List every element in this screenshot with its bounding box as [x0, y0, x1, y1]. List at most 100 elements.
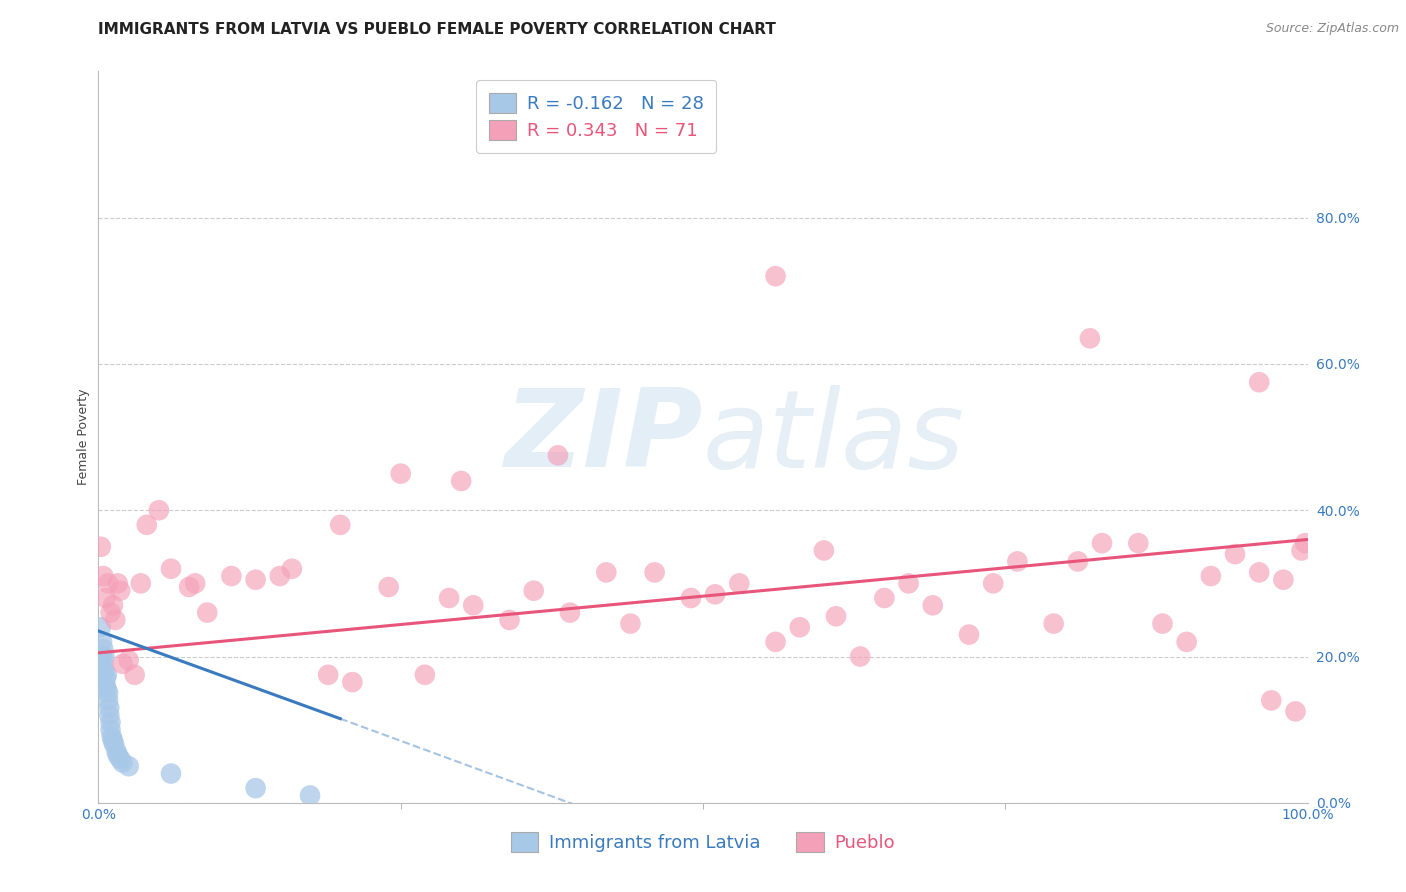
Point — [849, 649, 872, 664]
Point — [463, 599, 485, 613]
Point — [111, 756, 134, 770]
Point — [94, 679, 117, 693]
Point — [1152, 616, 1174, 631]
Point — [179, 580, 201, 594]
Point — [619, 616, 641, 631]
Point — [160, 766, 183, 780]
Point — [91, 657, 114, 671]
Point — [981, 576, 1004, 591]
Point — [1291, 543, 1313, 558]
Point — [91, 642, 114, 657]
Point — [1284, 705, 1306, 719]
Point — [1249, 376, 1271, 390]
Text: atlas: atlas — [703, 384, 965, 490]
Point — [221, 569, 243, 583]
Point — [1078, 331, 1101, 345]
Point — [111, 657, 134, 671]
Point — [1128, 536, 1150, 550]
Point — [873, 591, 896, 605]
Text: IMMIGRANTS FROM LATVIA VS PUEBLO FEMALE POVERTY CORRELATION CHART: IMMIGRANTS FROM LATVIA VS PUEBLO FEMALE … — [98, 22, 776, 37]
Point — [1223, 547, 1246, 561]
Point — [765, 635, 787, 649]
Point — [93, 649, 115, 664]
Point — [107, 576, 129, 591]
Point — [103, 737, 125, 751]
Point — [100, 606, 122, 620]
Point — [1007, 554, 1029, 568]
Point — [101, 599, 124, 613]
Point — [789, 620, 811, 634]
Point — [679, 591, 702, 605]
Point — [129, 576, 152, 591]
Point — [547, 448, 569, 462]
Point — [1091, 536, 1114, 550]
Point — [97, 693, 120, 707]
Point — [1260, 693, 1282, 707]
Point — [98, 708, 121, 723]
Point — [195, 606, 218, 620]
Point — [184, 576, 207, 591]
Point — [413, 667, 436, 681]
Point — [124, 667, 146, 681]
Point — [765, 269, 787, 284]
Point — [100, 715, 122, 730]
Point — [148, 503, 170, 517]
Point — [825, 609, 848, 624]
Point — [342, 675, 364, 690]
Point — [91, 569, 114, 583]
Point — [93, 664, 115, 678]
Point — [135, 517, 157, 532]
Point — [100, 723, 122, 737]
Point — [558, 606, 581, 620]
Point — [1249, 566, 1271, 580]
Point — [957, 627, 980, 641]
Point — [105, 745, 128, 759]
Point — [728, 576, 751, 591]
Point — [389, 467, 412, 481]
Legend: Immigrants from Latvia, Pueblo: Immigrants from Latvia, Pueblo — [503, 825, 903, 860]
Point — [108, 583, 131, 598]
Point — [245, 781, 267, 796]
Point — [100, 730, 122, 744]
Point — [1067, 554, 1090, 568]
Point — [90, 620, 112, 634]
Point — [91, 635, 114, 649]
Point — [1272, 573, 1295, 587]
Point — [118, 759, 141, 773]
Point — [644, 566, 666, 580]
Point — [90, 540, 112, 554]
Point — [523, 583, 546, 598]
Point — [97, 576, 120, 591]
Point — [1199, 569, 1222, 583]
Point — [704, 587, 727, 601]
Point — [377, 580, 399, 594]
Point — [813, 543, 835, 558]
Text: Source: ZipAtlas.com: Source: ZipAtlas.com — [1265, 22, 1399, 36]
Point — [269, 569, 291, 583]
Point — [498, 613, 520, 627]
Point — [160, 562, 183, 576]
Point — [316, 667, 339, 681]
Point — [897, 576, 920, 591]
Point — [96, 667, 118, 681]
Point — [101, 733, 124, 747]
Point — [281, 562, 304, 576]
Point — [1294, 536, 1316, 550]
Point — [299, 789, 322, 803]
Point — [450, 474, 472, 488]
Text: ZIP: ZIP — [505, 384, 703, 490]
Point — [94, 672, 117, 686]
Point — [107, 748, 129, 763]
Point — [1042, 616, 1064, 631]
Point — [1175, 635, 1198, 649]
Point — [437, 591, 460, 605]
Point — [595, 566, 617, 580]
Point — [104, 613, 127, 627]
Y-axis label: Female Poverty: Female Poverty — [77, 389, 90, 485]
Point — [97, 686, 120, 700]
Point — [118, 653, 141, 667]
Point — [94, 591, 117, 605]
Point — [108, 752, 131, 766]
Point — [91, 649, 114, 664]
Point — [245, 573, 267, 587]
